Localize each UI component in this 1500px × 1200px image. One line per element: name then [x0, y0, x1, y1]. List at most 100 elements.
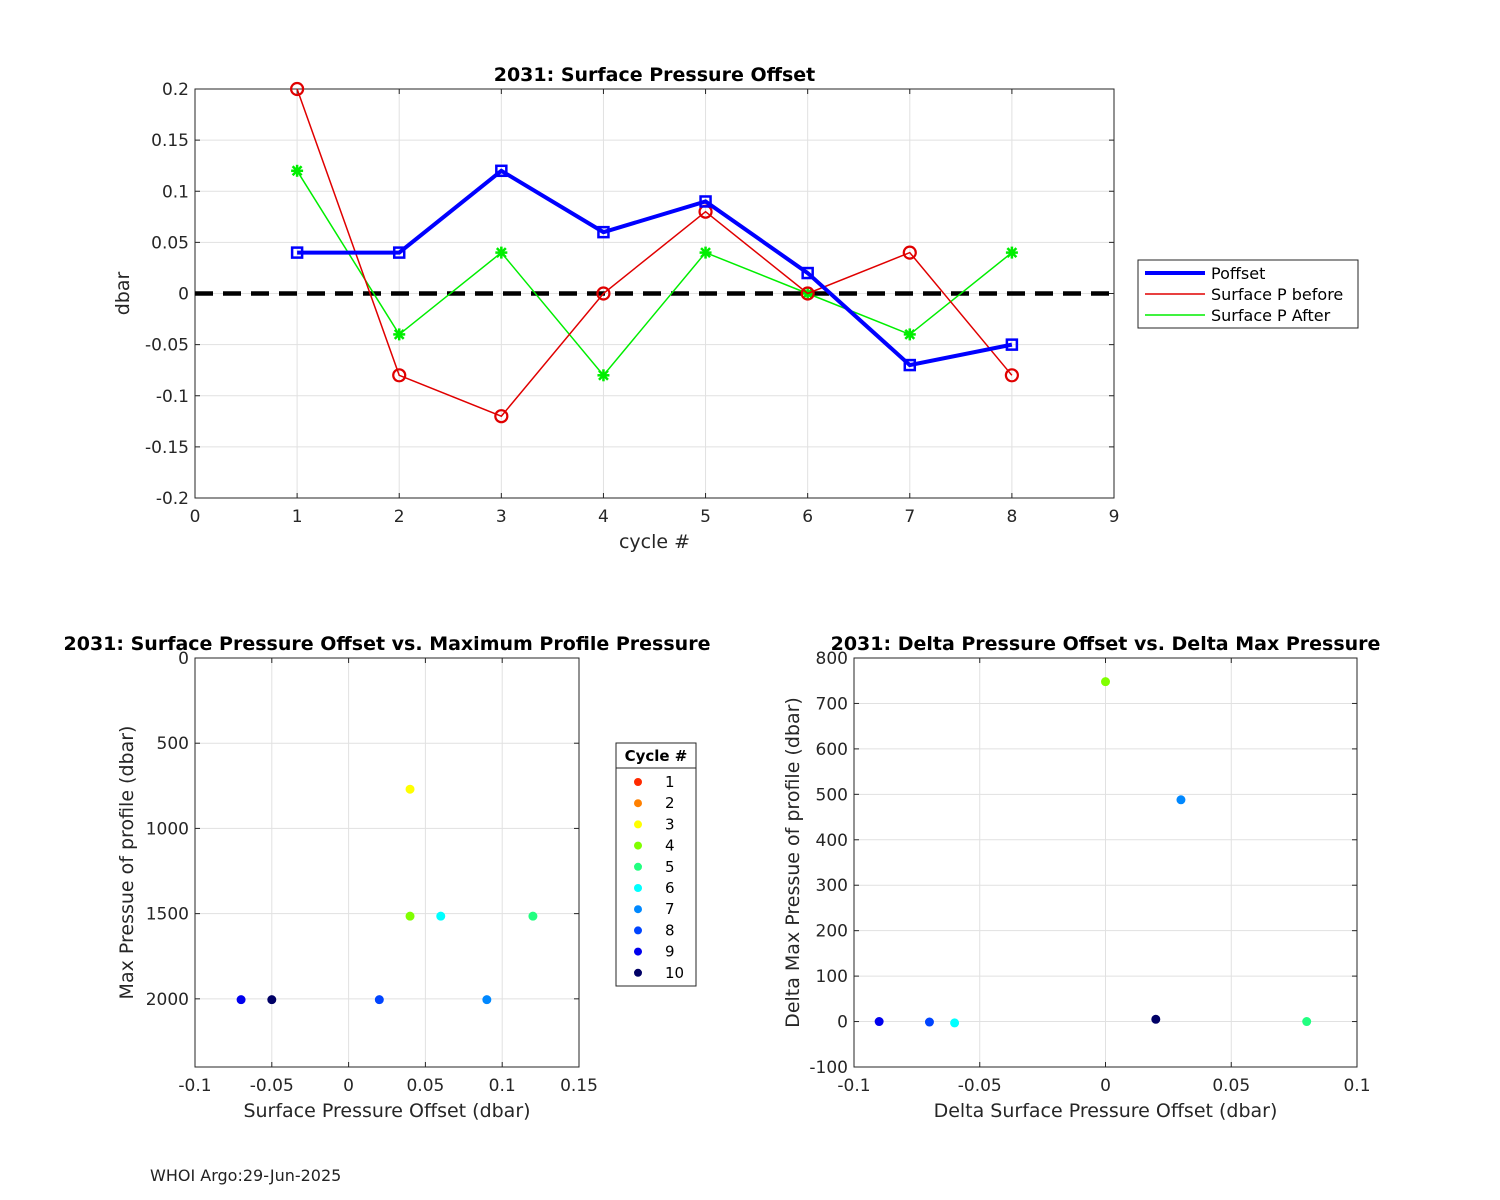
data-point — [393, 328, 406, 341]
x-tick-label: -0.1 — [178, 1076, 211, 1096]
legend-marker — [634, 778, 642, 786]
scatter-point-cycle-9 — [236, 995, 246, 1005]
x-tick-label: 3 — [496, 507, 507, 527]
legend-label: 5 — [665, 858, 675, 876]
y-tick-label: -0.2 — [156, 489, 189, 509]
y-tick-label: 100 — [816, 967, 848, 987]
y-tick-label: 0.05 — [151, 233, 189, 253]
x-tick-label: 0 — [343, 1076, 354, 1096]
y-tick-label: 0.2 — [162, 80, 189, 100]
legend-marker — [634, 926, 642, 935]
legend-marker — [634, 884, 642, 892]
x-tick-label: -0.05 — [250, 1076, 294, 1096]
left-plot-title: 2031: Surface Pressure Offset vs. Maximu… — [64, 633, 711, 655]
x-tick-label: 0.15 — [560, 1076, 598, 1096]
x-tick-label: 9 — [1109, 507, 1120, 527]
legend-label: 9 — [665, 943, 675, 961]
legend-label: 1 — [665, 773, 675, 791]
scatter-point-cycle-5 — [528, 911, 538, 921]
left-plot-xlabel: Surface Pressure Offset (dbar) — [243, 1100, 530, 1122]
series-poffset — [290, 164, 1019, 372]
data-point — [1005, 338, 1019, 351]
x-tick-label: 0.1 — [489, 1076, 516, 1096]
y-tick-label: -0.1 — [156, 387, 189, 407]
series-line — [297, 168, 1013, 368]
scatter-point-cycle-3 — [405, 784, 415, 794]
scatter-point-cycle-4 — [405, 911, 415, 921]
top-plot-title: 2031: Surface Pressure Offset — [494, 64, 816, 86]
y-tick-label: -0.15 — [145, 438, 189, 458]
top-plot: 0 1 2 3 4 5 6 7 8 9 0.2 0.15 0.1 0.05 0 -0.05 -0.1 -0.15 -… — [112, 64, 1359, 553]
series-line — [296, 88, 1013, 418]
right-plot-title: 2031: Delta Pressure Offset vs. Delta Ma… — [831, 633, 1381, 655]
right-plot-ylabel: Delta Max Pressue of profile (dbar) — [782, 697, 804, 1028]
star-stroke — [700, 247, 711, 258]
data-point — [597, 369, 610, 382]
legend-marker — [634, 968, 642, 977]
star-stroke — [1006, 247, 1018, 258]
left-plot: -0.1 -0.05 0 0.05 0.1 0.15 0 500 1000 1500 2000 203… — [64, 633, 711, 1122]
star-stroke — [393, 329, 405, 340]
legend-title: Cycle # — [625, 747, 688, 765]
data-point — [495, 164, 508, 178]
x-tick-label: 0 — [190, 507, 201, 527]
x-tick-label: 4 — [598, 507, 609, 527]
star-stroke — [598, 369, 609, 381]
x-tick-label: -0.05 — [958, 1076, 1002, 1096]
right-plot: -0.1 -0.05 0 0.05 0.1 -100 0 100 200 300 400 500 600… — [782, 633, 1380, 1122]
data-point — [597, 225, 610, 239]
data-point — [800, 286, 815, 301]
data-point — [801, 266, 814, 280]
legend-marker — [634, 841, 642, 850]
data-point — [392, 246, 406, 259]
y-tick-label: 0 — [178, 649, 189, 669]
left-plot-frame — [194, 657, 580, 1068]
y-tick-label: -100 — [809, 1058, 848, 1078]
data-point — [902, 245, 917, 260]
legend-box — [615, 742, 697, 987]
data-point — [291, 164, 304, 177]
data-point — [1005, 246, 1018, 259]
cycle-legend: Cycle # 1 2 3 4 5 6 7 8 9 10 — [615, 742, 697, 987]
legend-label: 3 — [665, 815, 675, 833]
left-plot-background — [195, 658, 579, 1067]
right-plot-xlabel: Delta Surface Pressure Offset (dbar) — [934, 1100, 1278, 1122]
data-point — [903, 328, 916, 341]
y-tick-label: 500 — [157, 734, 189, 754]
data-point — [903, 358, 917, 372]
scatter-point — [950, 1018, 960, 1028]
scatter-point — [1151, 1014, 1161, 1024]
data-point — [494, 409, 509, 424]
footer-text: WHOI Argo:29-Jun-2025 — [150, 1166, 342, 1185]
legend-marker — [634, 799, 642, 808]
legend-label: 6 — [665, 879, 675, 897]
x-tick-label: 0.1 — [1343, 1076, 1370, 1096]
data-point — [1004, 368, 1019, 383]
left-plot-ylabel: Max Pressue of profile (dbar) — [116, 726, 138, 1000]
star-stroke — [904, 329, 916, 340]
data-point — [290, 246, 304, 259]
x-tick-label: 2 — [394, 507, 405, 527]
x-tick-label: 0.05 — [1212, 1076, 1250, 1096]
data-point — [392, 368, 407, 383]
y-tick-label: 0 — [837, 1013, 848, 1033]
x-tick-label: 5 — [700, 507, 711, 527]
series-line — [296, 170, 1013, 377]
scatter-point-cycle-6 — [436, 911, 446, 921]
y-tick-label: 800 — [816, 649, 848, 669]
star-stroke — [495, 247, 507, 258]
data-point — [699, 195, 712, 208]
scatter-point — [1302, 1017, 1312, 1027]
data-point — [290, 81, 305, 97]
legend-label: Surface P After — [1211, 306, 1331, 325]
scatter-point — [1176, 795, 1186, 805]
x-tick-label: -0.1 — [837, 1076, 870, 1096]
top-plot-ylabel: dbar — [112, 272, 134, 316]
y-tick-label: 0 — [178, 285, 189, 305]
x-tick-label: 7 — [904, 507, 915, 527]
legend-marker — [634, 862, 642, 871]
y-tick-label: 1500 — [146, 905, 189, 925]
scatter-point-cycle-8 — [374, 995, 384, 1005]
y-tick-label: 1000 — [146, 819, 189, 839]
top-legend: Poffset Surface P before Surface P After — [1137, 259, 1359, 329]
